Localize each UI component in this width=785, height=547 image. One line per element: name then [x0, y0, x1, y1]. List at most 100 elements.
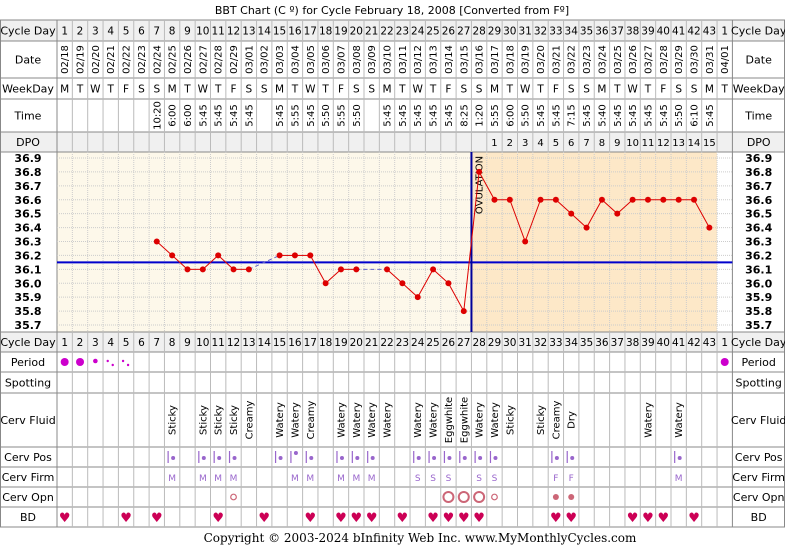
bd-heart-icon: ♥	[473, 511, 485, 526]
temp-line-segment	[402, 282, 419, 298]
date-cell: 03/22	[567, 45, 578, 74]
cycle-day-cell: 12	[227, 26, 240, 38]
date-cell: 03/09	[367, 45, 378, 74]
y-tick-label-left: 35.7	[14, 319, 41, 332]
cycle-day-cell: 21	[365, 26, 378, 38]
cycle-day-cell: 17	[304, 26, 317, 38]
cycle-day-cell: 6	[138, 337, 145, 349]
time-cell: 5:55	[336, 104, 347, 126]
date-cell: 03/18	[505, 45, 516, 74]
time-cell: 5:45	[275, 104, 286, 126]
cycle-day-cell: 38	[626, 26, 639, 38]
temp-point	[537, 196, 544, 203]
cycle-day-cell: 29	[488, 337, 501, 349]
cerv-firm-cell: M	[168, 474, 176, 484]
time-cell: 5:45	[198, 104, 209, 126]
cerv-firm-cell: F	[553, 474, 558, 484]
row-label-right-weekday: WeekDay	[733, 83, 785, 96]
cerv-pos-dot	[677, 456, 682, 460]
cerv-firm-cell: S	[476, 474, 482, 484]
bd-heart-icon: ♥	[657, 511, 669, 526]
cycle-day-cell: 1	[721, 26, 728, 38]
row-label-right-spotting: Spotting	[736, 377, 782, 390]
date-cell: 02/27	[198, 45, 209, 74]
ovulation-label: OVULATION	[474, 156, 485, 214]
time-cell: 5:45	[444, 104, 455, 126]
bd-heart-icon: ♥	[642, 511, 654, 526]
cerv-fluid-cell: Creamy	[306, 401, 317, 440]
cycle-day-cell: 25	[426, 337, 439, 349]
row-label-dpo: DPO	[16, 136, 40, 149]
cerv-fluid-cell: Eggwhite	[459, 397, 470, 443]
temp-line-segment	[325, 268, 342, 284]
dpo-cell: 15	[703, 138, 716, 149]
weekday-cell: T	[506, 84, 514, 96]
weekday-cell: M	[275, 84, 284, 96]
cycle-day-cell: 26	[442, 26, 456, 38]
time-cell: 5:45	[643, 104, 654, 126]
cycle-day-cell: 43	[703, 26, 716, 38]
cycle-day-cell: 26	[442, 337, 456, 349]
date-cell: 03/08	[352, 45, 363, 74]
cerv-pos-dot	[462, 456, 467, 460]
row-label-cycle_day: Cycle Day	[0, 25, 56, 38]
temp-line-segment	[309, 255, 327, 284]
temp-gap-line	[248, 254, 280, 270]
cycle-day-cell: 14	[258, 26, 272, 38]
period-medium-dot	[93, 358, 98, 364]
cycle-day-cell: 43	[703, 337, 716, 349]
cycle-day-cell: 4	[107, 337, 114, 349]
temp-line-segment	[555, 199, 572, 215]
row-label-date: Date	[15, 54, 42, 67]
row-label-right-cycle_day: Cycle Day	[731, 336, 785, 349]
time-cell: 5:50	[521, 104, 532, 126]
temp-point	[460, 308, 467, 315]
cycle-day-cell: 12	[227, 337, 240, 349]
weekday-cell: T	[644, 84, 652, 96]
y-tick-label-right: 36.9	[745, 152, 772, 165]
bd-heart-icon: ♥	[366, 511, 378, 526]
weekday-cell: W	[198, 84, 209, 96]
cycle-day-cell: 34	[565, 26, 579, 38]
period-light-dot	[106, 359, 109, 363]
bd-heart-icon: ♥	[151, 511, 163, 526]
temp-point	[691, 196, 698, 203]
cycle-day-cell: 42	[687, 337, 700, 349]
time-cell: 6:00	[505, 104, 516, 126]
cerv-closed-dot	[568, 494, 575, 500]
y-tick-label-right: 35.9	[745, 291, 772, 304]
cerv-fluid-cell: Watery	[429, 402, 440, 438]
cerv-firm-cell: M	[306, 474, 314, 484]
row-label-right-bd: BD	[751, 511, 767, 524]
cerv-fluid-cell: Sticky	[536, 405, 547, 435]
cerv-firm-cell: S	[415, 474, 421, 484]
weekday-cell: T	[291, 84, 299, 96]
cerv-firm-cell: M	[337, 474, 345, 484]
cerv-pos-dot	[432, 456, 437, 460]
temp-point	[399, 280, 406, 287]
date-cell: 03/20	[536, 45, 547, 74]
y-tick-label-left: 36.8	[14, 166, 41, 179]
date-cell: 03/26	[628, 45, 639, 74]
temp-point	[706, 224, 713, 231]
cerv-firm-cell: M	[352, 474, 360, 484]
dpo-bg	[0, 132, 785, 152]
temp-point	[430, 266, 437, 273]
y-tick-label-right: 35.7	[745, 319, 772, 332]
cycle-day-cell: 36	[595, 337, 609, 349]
cycle-day-cell: 13	[242, 337, 255, 349]
cycle-day-cell: 36	[595, 26, 609, 38]
copyright-text[interactable]: Copyright © 2003-2024 bInfinity Web Inc.…	[204, 531, 637, 545]
time-cell: 5:45	[244, 104, 255, 126]
row-label-right-period: Period	[742, 356, 776, 369]
cycle-day-cell: 7	[153, 337, 160, 349]
row-label-bd: BD	[20, 511, 36, 524]
cerv-firm-cell: M	[291, 474, 299, 484]
cerv-open-small	[230, 493, 237, 501]
cycle-day-cell: 15	[273, 337, 286, 349]
date-cell: 03/24	[597, 45, 608, 74]
cycle-day-cell: 5	[123, 337, 130, 349]
temp-point	[583, 224, 590, 231]
cycle-day-cell: 31	[518, 337, 531, 349]
